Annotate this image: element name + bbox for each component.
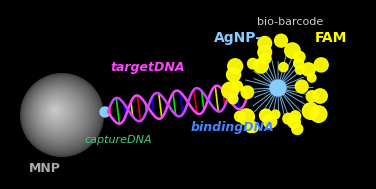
- Circle shape: [306, 91, 318, 102]
- Circle shape: [247, 58, 258, 69]
- Circle shape: [52, 108, 58, 113]
- Circle shape: [294, 51, 305, 63]
- Circle shape: [29, 83, 91, 144]
- Circle shape: [258, 46, 271, 59]
- Circle shape: [283, 113, 294, 124]
- Circle shape: [292, 124, 303, 135]
- Circle shape: [24, 78, 97, 151]
- Circle shape: [311, 106, 327, 122]
- Circle shape: [47, 103, 64, 119]
- Text: bindingDNA: bindingDNA: [190, 122, 274, 135]
- Circle shape: [228, 59, 243, 74]
- Circle shape: [228, 94, 238, 104]
- Circle shape: [53, 109, 56, 112]
- Circle shape: [246, 124, 255, 132]
- Circle shape: [254, 59, 268, 73]
- Circle shape: [21, 74, 102, 155]
- Circle shape: [49, 104, 63, 118]
- Circle shape: [294, 58, 303, 68]
- Text: FAM: FAM: [315, 31, 347, 45]
- Circle shape: [38, 93, 77, 132]
- Circle shape: [313, 89, 327, 103]
- Circle shape: [271, 110, 280, 119]
- Circle shape: [51, 106, 59, 115]
- Circle shape: [222, 82, 238, 99]
- Circle shape: [247, 122, 258, 132]
- Circle shape: [308, 74, 316, 82]
- Circle shape: [36, 90, 81, 135]
- Circle shape: [100, 107, 110, 117]
- Circle shape: [285, 43, 300, 58]
- Text: AgNP-: AgNP-: [214, 31, 262, 45]
- Circle shape: [35, 89, 82, 137]
- Circle shape: [296, 66, 304, 74]
- Circle shape: [41, 95, 74, 129]
- Circle shape: [270, 80, 286, 96]
- Text: captureDNA: captureDNA: [84, 135, 152, 145]
- Circle shape: [227, 68, 241, 82]
- Circle shape: [44, 99, 69, 124]
- Circle shape: [34, 88, 84, 138]
- Circle shape: [23, 77, 99, 152]
- Circle shape: [20, 73, 104, 157]
- Circle shape: [28, 82, 92, 146]
- Circle shape: [42, 96, 73, 127]
- Circle shape: [45, 100, 68, 122]
- Circle shape: [290, 111, 300, 121]
- Circle shape: [37, 91, 79, 133]
- Circle shape: [295, 80, 308, 93]
- Circle shape: [279, 63, 288, 72]
- Circle shape: [263, 115, 277, 128]
- Circle shape: [259, 109, 272, 122]
- Circle shape: [314, 58, 328, 72]
- Circle shape: [241, 86, 253, 98]
- Circle shape: [50, 105, 61, 116]
- Circle shape: [26, 79, 96, 149]
- Circle shape: [39, 94, 76, 130]
- Circle shape: [235, 111, 245, 122]
- Text: MNP: MNP: [29, 161, 61, 174]
- Circle shape: [274, 34, 288, 47]
- Circle shape: [302, 63, 315, 76]
- Circle shape: [43, 98, 71, 126]
- Circle shape: [259, 53, 271, 64]
- Circle shape: [288, 116, 300, 128]
- Circle shape: [258, 36, 271, 50]
- Circle shape: [30, 84, 89, 143]
- Circle shape: [22, 75, 101, 154]
- Circle shape: [232, 81, 243, 91]
- Text: targetDNA: targetDNA: [111, 61, 185, 74]
- Circle shape: [32, 85, 88, 141]
- Text: bio-barcode: bio-barcode: [257, 17, 323, 27]
- Circle shape: [238, 109, 255, 125]
- Circle shape: [302, 103, 319, 119]
- Circle shape: [46, 101, 66, 121]
- Circle shape: [27, 80, 94, 148]
- Circle shape: [33, 87, 86, 140]
